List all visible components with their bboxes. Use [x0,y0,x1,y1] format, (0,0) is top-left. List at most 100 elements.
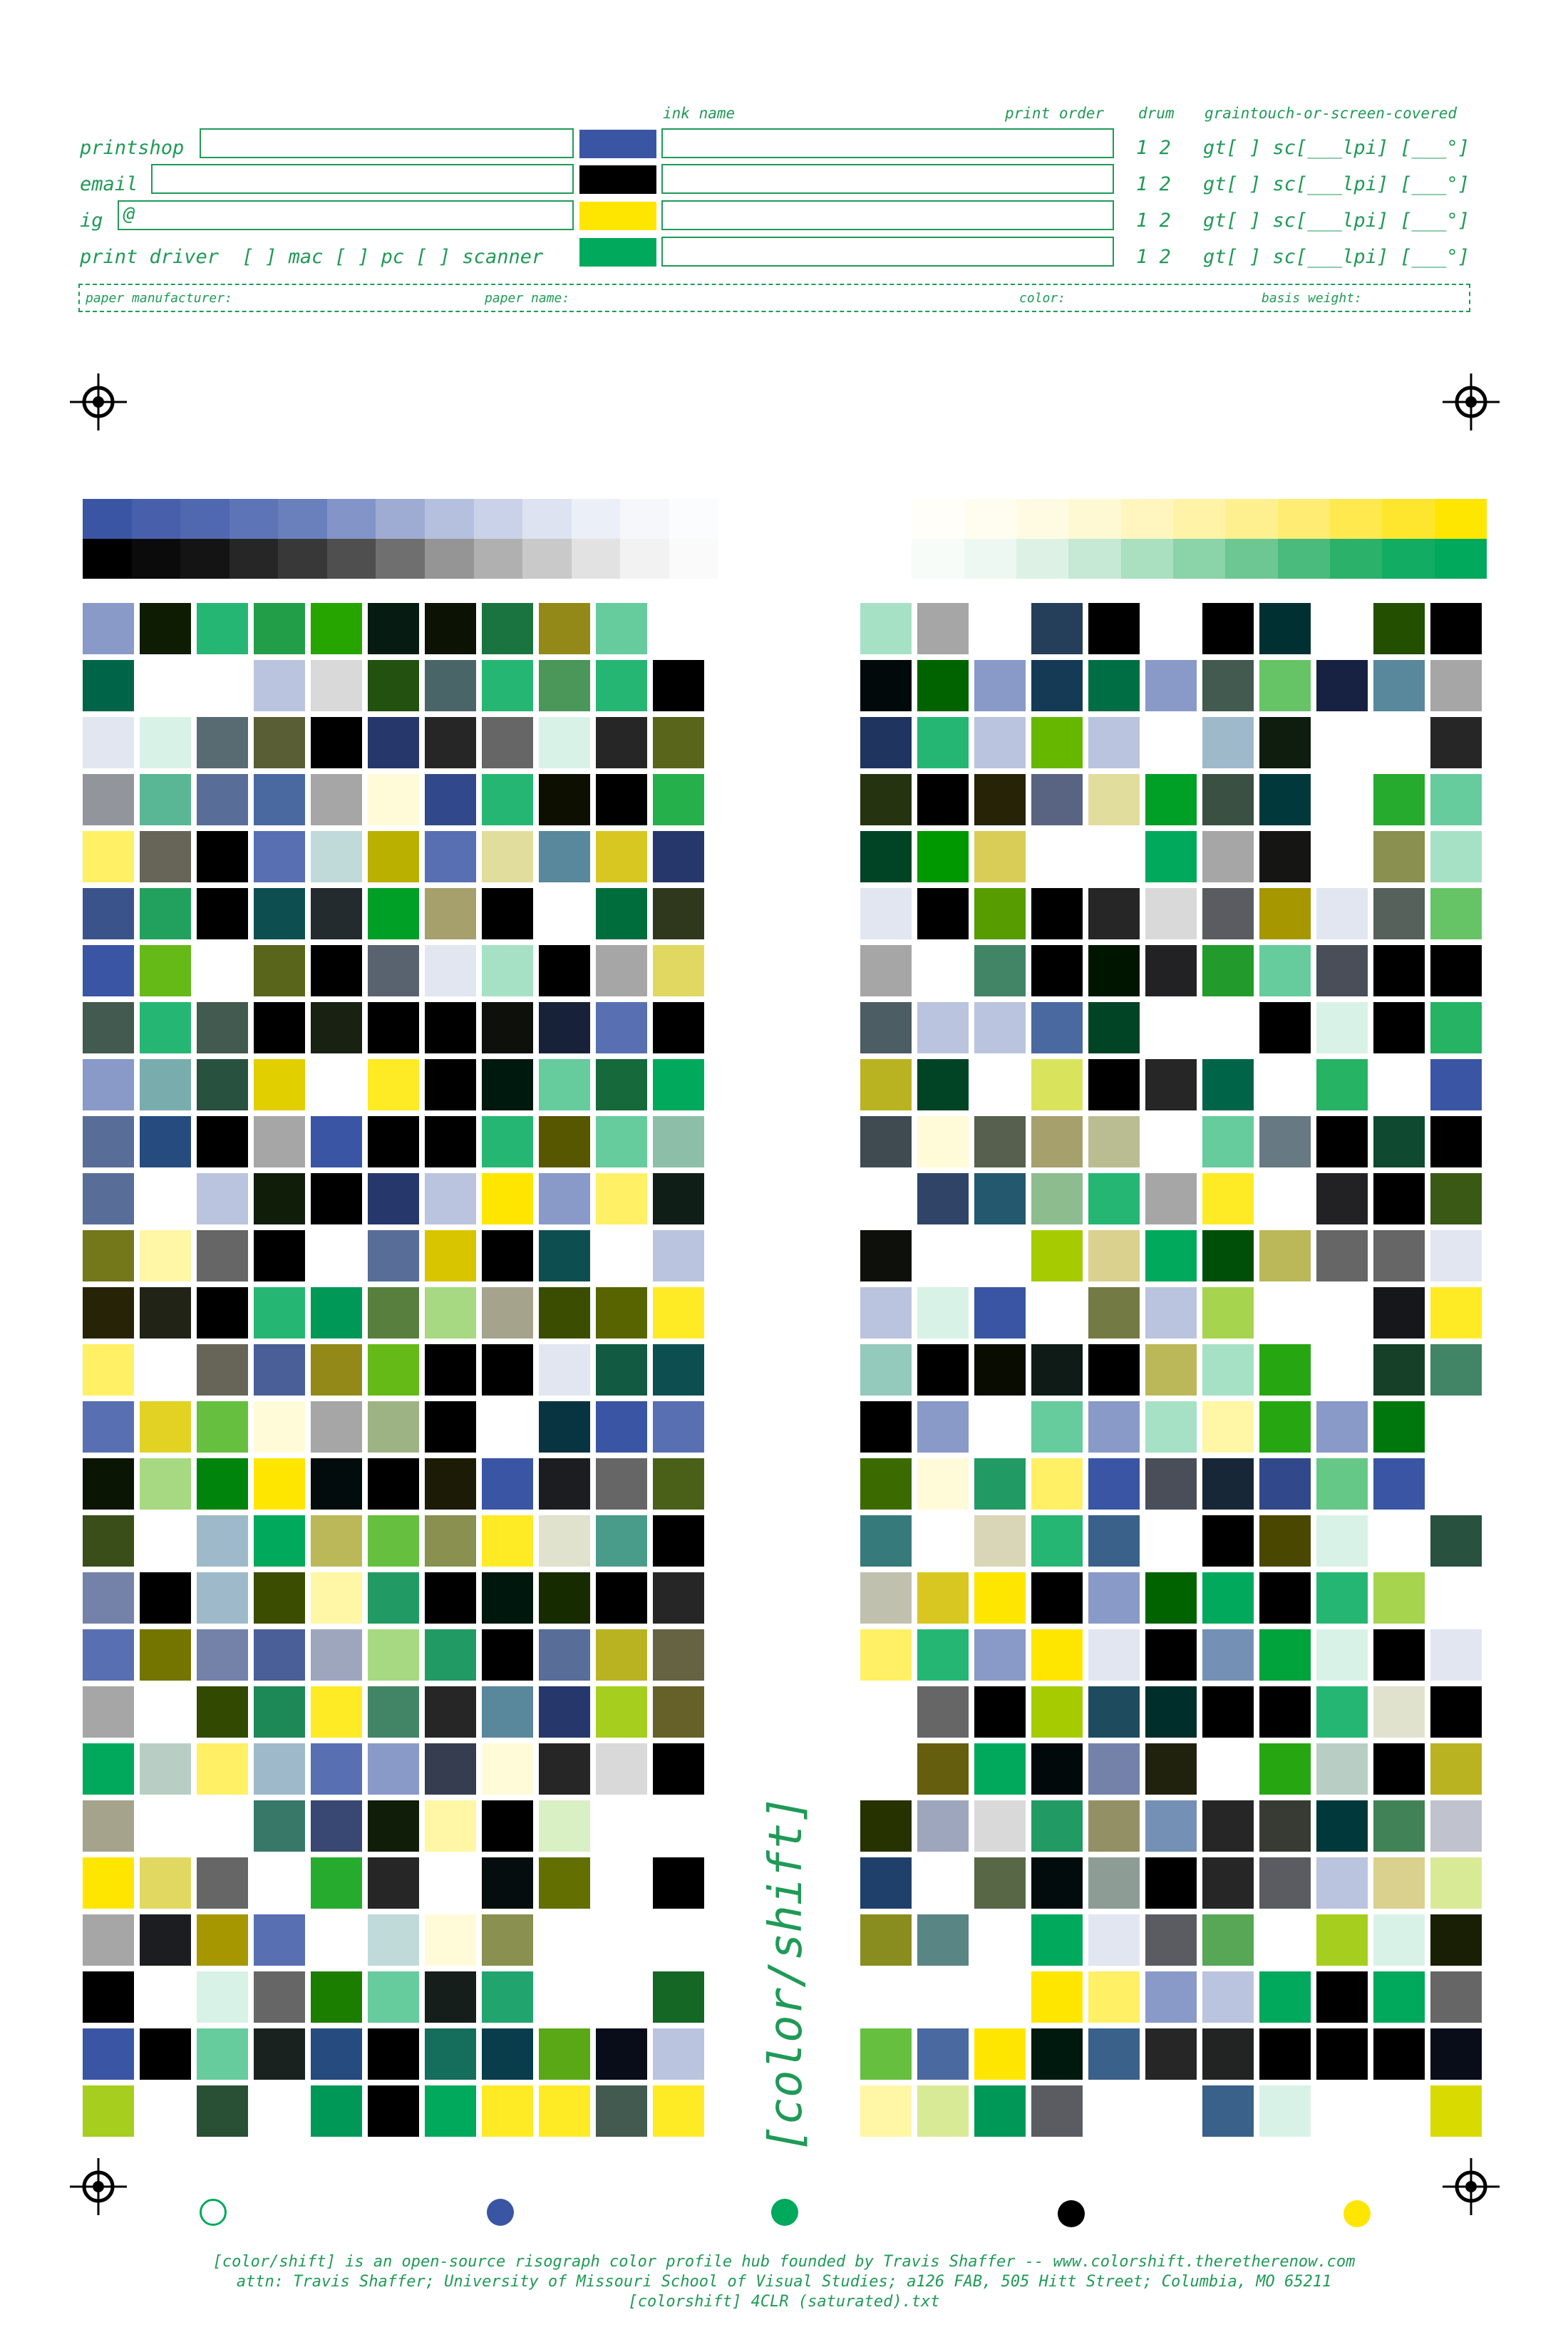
color-swatch [860,1857,912,1909]
ink-dot-green [771,2199,798,2226]
color-swatch [1259,831,1311,882]
color-swatch [1316,1686,1368,1738]
color-swatch [974,831,1026,882]
color-swatch [860,1401,912,1453]
color-swatch [83,1287,134,1339]
cover-options-4[interactable]: gt[ ] sc[___lpi] [___°] [1203,246,1470,268]
color-swatch [974,1344,1026,1396]
color-swatch [140,1401,191,1453]
color-swatch [254,1002,305,1053]
ink-name-field-1[interactable] [661,128,1114,158]
color-swatch [1202,1686,1254,1738]
color-swatch [368,1686,419,1738]
column-header-cover: graintouch-or-screen-covered [1205,105,1457,122]
column-header-drum: drum [1138,105,1175,122]
color-swatch [974,1515,1026,1567]
cover-options-3[interactable]: gt[ ] sc[___lpi] [___°] [1203,210,1470,232]
color-swatch [197,1287,248,1339]
print-driver-options[interactable]: print driver [ ] mac [ ] pc [ ] scanner [80,246,543,268]
color-swatch [197,2028,248,2080]
color-swatch [425,1971,476,2023]
ig-field[interactable]: @ [118,200,574,230]
color-swatch [254,888,305,939]
color-swatch [368,1857,419,1909]
color-swatch [1145,1857,1197,1909]
color-swatch [1031,1002,1083,1053]
drum-options-2[interactable]: 1 2 [1136,173,1171,195]
color-swatch [596,1971,647,2023]
color-swatch [974,1743,1026,1795]
color-swatch [653,888,704,939]
color-swatch [197,945,248,996]
ink-name-field-4[interactable] [661,237,1114,267]
color-swatch [311,1857,362,1909]
cover-options-1[interactable]: gt[ ] sc[___lpi] [___°] [1203,137,1470,159]
color-swatch [974,888,1026,939]
color-swatch [425,1230,476,1281]
color-swatch [653,717,704,768]
drum-options-3[interactable]: 1 2 [1136,210,1171,232]
color-swatch [860,1002,912,1053]
color-swatch [140,831,191,882]
color-swatch [83,1173,134,1224]
color-swatch [1259,1059,1311,1110]
color-swatch [1202,831,1254,882]
color-swatch [140,603,191,654]
ink-name-field-2[interactable] [661,164,1114,194]
color-swatch [140,660,191,711]
color-swatch [1316,774,1368,825]
color-swatch [539,1287,590,1339]
color-swatch [1088,2028,1140,2080]
color-swatch [653,1857,704,1909]
color-swatch [1145,1116,1197,1167]
color-swatch [1430,888,1482,939]
color-swatch [197,1572,248,1624]
color-swatch [539,1344,590,1396]
color-swatch [596,1287,647,1339]
color-swatch [974,603,1026,654]
color-swatch [1031,1629,1083,1681]
color-swatch [1202,1515,1254,1567]
color-swatch [1373,1116,1425,1167]
drum-options-4[interactable]: 1 2 [1136,246,1171,268]
printshop-field[interactable] [200,128,574,158]
cover-options-2[interactable]: gt[ ] sc[___lpi] [___°] [1203,173,1470,195]
color-swatch [254,831,305,882]
paper-info-box[interactable]: paper manufacturer: paper name: color: b… [78,284,1470,312]
color-swatch [539,660,590,711]
color-swatch [482,1173,533,1224]
color-swatch [83,2028,134,2080]
color-swatch [974,945,1026,996]
ink-name-field-3[interactable] [661,200,1114,230]
color-swatch [596,1173,647,1224]
color-swatch [482,1287,533,1339]
color-swatch [1088,1743,1140,1795]
color-swatch [254,1515,305,1567]
color-swatch [482,1116,533,1167]
color-swatch [1259,774,1311,825]
color-swatch [254,1800,305,1852]
color-swatch [254,1971,305,2023]
color-swatch [596,1002,647,1053]
color-swatch [1373,2085,1425,2137]
color-swatch [83,1629,134,1681]
ink-dot-black [1058,2200,1085,2227]
color-swatch [653,603,704,654]
drum-options-1[interactable]: 1 2 [1136,137,1171,159]
color-swatch [596,1116,647,1167]
color-swatch [539,717,590,768]
color-swatch [197,1230,248,1281]
email-field[interactable] [151,164,574,194]
color-swatch [140,774,191,825]
color-swatch [482,717,533,768]
color-swatch [83,1686,134,1738]
column-header-ink-name: ink name [663,105,735,122]
color-swatch [425,1002,476,1053]
color-swatch [254,1401,305,1453]
color-swatch [140,1572,191,1624]
color-swatch [1145,1800,1197,1852]
color-swatch [1145,1401,1197,1453]
color-swatch [1031,831,1083,882]
paper-manufacturer-label: paper manufacturer: [86,291,232,306]
color-swatch [1373,1230,1425,1281]
